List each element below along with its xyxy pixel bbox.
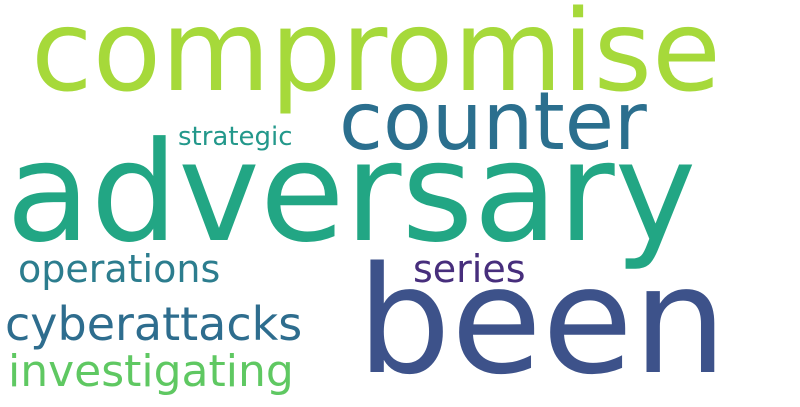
word-compromise: compromise	[31, 0, 721, 117]
word-cyberattacks: cyberattacks	[5, 297, 303, 351]
word-strategic: strategic	[178, 122, 293, 152]
word-adversary: adversary	[6, 112, 697, 273]
word-operations: operations	[18, 247, 221, 291]
word-been: been	[357, 235, 727, 407]
word-investigating: investigating	[8, 346, 294, 397]
word-counter: counter	[339, 75, 647, 168]
word-series: series	[413, 247, 526, 291]
